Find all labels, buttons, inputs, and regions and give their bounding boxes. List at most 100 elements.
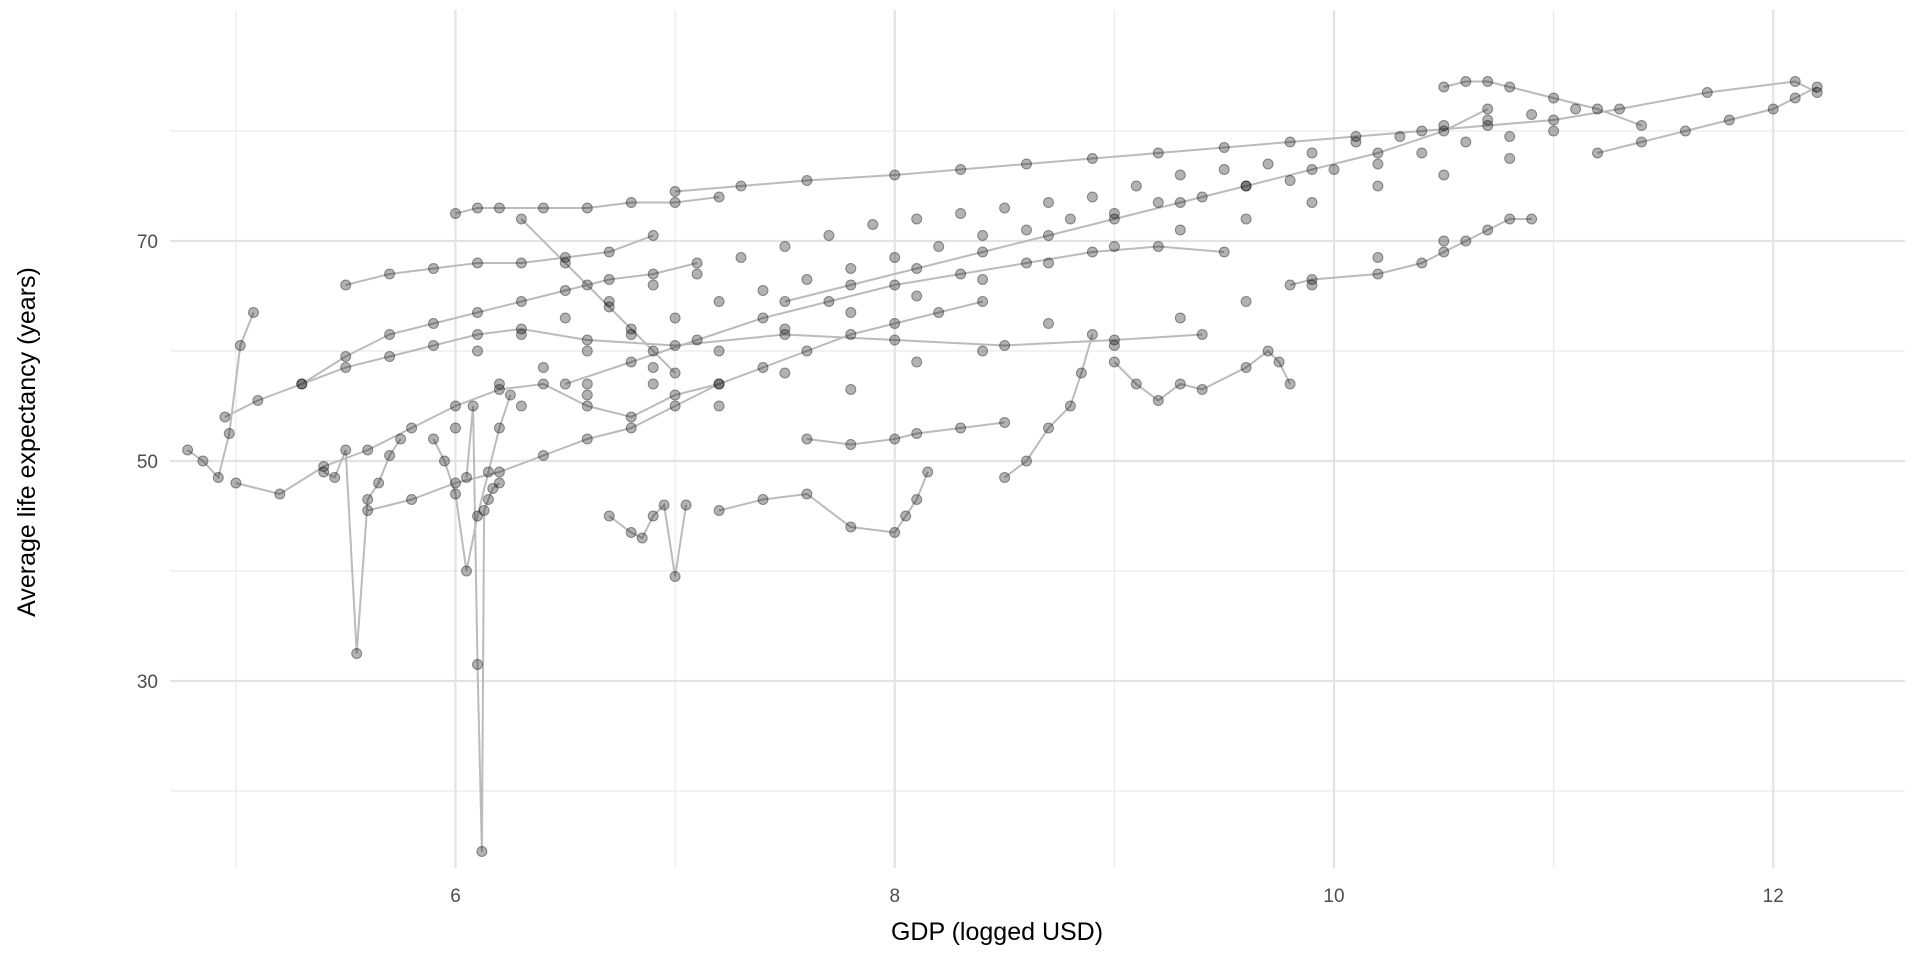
data-point	[581, 378, 593, 390]
data-point	[515, 329, 527, 340]
data-point	[1438, 81, 1450, 93]
data-point	[1086, 329, 1098, 340]
series-line	[301, 262, 698, 385]
data-point	[318, 466, 330, 478]
data-point	[450, 422, 461, 434]
data-point	[340, 444, 352, 456]
data-point	[1460, 235, 1472, 247]
data-point	[504, 389, 516, 401]
data-point	[1789, 92, 1801, 104]
data-point	[911, 356, 923, 368]
data-point	[1482, 120, 1494, 131]
data-point	[1789, 76, 1801, 87]
data-point	[248, 307, 259, 318]
data-point	[625, 329, 637, 340]
data-point	[625, 197, 637, 208]
y-axis-title: Average life expectancy (years)	[13, 267, 41, 617]
data-point	[1021, 224, 1032, 236]
data-point	[472, 510, 483, 522]
series-line	[1597, 86, 1818, 154]
data-point	[1108, 213, 1120, 225]
data-point	[362, 444, 374, 456]
data-point	[406, 422, 418, 434]
data-point	[1504, 153, 1516, 164]
data-point	[1636, 120, 1647, 131]
data-point	[1350, 131, 1362, 142]
data-point	[801, 345, 813, 357]
data-point	[340, 351, 352, 362]
data-point	[1064, 213, 1076, 225]
data-point	[1086, 246, 1098, 258]
series-line	[520, 218, 676, 374]
data-point	[823, 296, 835, 307]
data-point	[515, 257, 527, 269]
y-axis-tick-labels: 30 50 70	[137, 232, 158, 693]
data-point	[384, 268, 396, 280]
data-point	[581, 389, 593, 401]
series-line	[345, 234, 654, 286]
data-point	[581, 345, 593, 357]
data-point	[1273, 356, 1285, 368]
data-point	[922, 466, 934, 478]
data-point	[1043, 197, 1054, 208]
data-point	[779, 323, 791, 335]
series-line	[187, 312, 255, 480]
data-point	[1372, 268, 1384, 280]
data-point	[647, 268, 659, 280]
data-point	[1152, 395, 1164, 406]
series-line	[455, 196, 720, 215]
data-point	[1372, 252, 1384, 263]
data-point	[212, 472, 224, 483]
data-point	[603, 510, 615, 522]
series-lines	[187, 80, 1818, 852]
data-point	[1086, 153, 1098, 164]
data-point	[1130, 180, 1142, 192]
data-point	[1504, 81, 1516, 93]
data-point	[735, 180, 747, 192]
data-point	[234, 340, 246, 351]
data-point	[1438, 169, 1450, 181]
data-point	[845, 439, 857, 450]
series-line	[465, 405, 501, 852]
data-point	[1218, 142, 1230, 153]
data-point	[889, 334, 901, 346]
data-point	[1240, 213, 1252, 225]
data-point	[713, 191, 725, 203]
data-point	[472, 307, 483, 318]
data-point	[1592, 103, 1603, 115]
data-point	[867, 219, 879, 230]
data-point	[1108, 334, 1120, 346]
data-point	[1701, 87, 1713, 98]
data-point	[669, 197, 681, 208]
data-point	[845, 279, 857, 291]
data-point	[713, 378, 725, 390]
data-point	[647, 345, 659, 357]
x-tick-label: 10	[1323, 886, 1344, 907]
data-point	[889, 252, 901, 263]
data-point	[1438, 246, 1450, 258]
data-point	[559, 257, 571, 269]
data-point	[757, 362, 769, 373]
data-point	[779, 296, 791, 307]
data-point	[977, 345, 989, 357]
data-point	[1284, 378, 1296, 390]
data-point	[1043, 318, 1054, 329]
x-tick-label: 12	[1763, 886, 1784, 907]
data-point	[823, 230, 835, 241]
data-point	[384, 329, 396, 340]
data-point	[384, 450, 396, 461]
data-point	[955, 422, 967, 434]
data-point	[647, 279, 659, 291]
data-point	[801, 175, 813, 186]
data-point	[1482, 76, 1494, 87]
data-point	[911, 263, 923, 274]
data-point	[801, 488, 813, 500]
data-point	[559, 252, 571, 263]
data-point	[669, 367, 681, 379]
data-point	[1075, 367, 1087, 379]
data-point	[669, 186, 681, 197]
data-point	[406, 494, 418, 505]
data-point	[340, 362, 352, 373]
data-point	[461, 565, 472, 577]
data-point	[1416, 125, 1428, 137]
